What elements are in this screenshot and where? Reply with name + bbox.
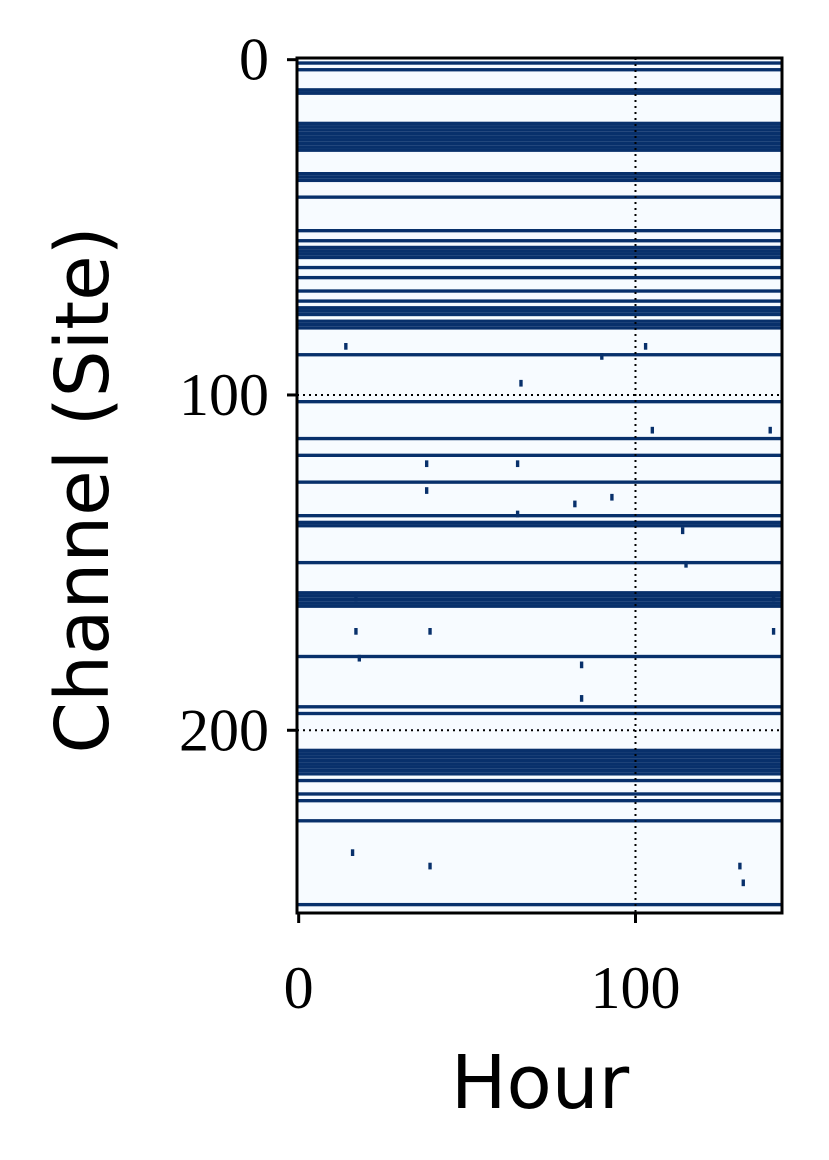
dark-row <box>297 148 782 152</box>
speckle <box>771 628 776 635</box>
heatmap-background <box>297 58 782 913</box>
speckle <box>600 353 604 360</box>
dark-row <box>297 245 782 250</box>
speckle <box>428 628 432 635</box>
dark-row <box>297 121 782 126</box>
speckle <box>643 343 648 350</box>
y-tick-label: 200 <box>179 697 269 763</box>
dark-row <box>297 604 782 608</box>
dark-row <box>297 755 782 759</box>
speckle <box>738 862 742 870</box>
dark-row <box>297 172 782 176</box>
dark-row <box>297 255 782 260</box>
dark-row <box>297 141 782 146</box>
dark-row <box>297 480 782 484</box>
dark-row <box>297 711 782 716</box>
dark-row <box>297 88 782 92</box>
dark-row <box>297 265 782 270</box>
dark-row <box>297 312 782 317</box>
speckle <box>424 460 429 468</box>
y-tick-label: 0 <box>239 27 269 93</box>
dark-row <box>297 597 782 602</box>
speckle <box>354 594 358 602</box>
dark-row <box>297 768 782 773</box>
dark-row <box>297 138 782 142</box>
dark-row <box>297 778 782 783</box>
dark-row <box>297 306 782 310</box>
dark-row <box>297 436 782 441</box>
dark-row <box>297 178 782 183</box>
dark-row <box>297 792 782 796</box>
dark-row <box>297 353 782 357</box>
dark-row <box>297 61 782 65</box>
speckle <box>579 695 584 702</box>
dark-row <box>297 520 782 525</box>
dark-row <box>297 758 782 763</box>
dark-row <box>297 195 782 199</box>
dark-row <box>297 560 782 565</box>
speckle <box>610 493 614 501</box>
speckle <box>579 661 584 669</box>
dark-row <box>297 453 782 457</box>
speckle <box>519 379 523 387</box>
dark-row <box>297 514 782 518</box>
x-tick-label: 100 <box>590 955 680 1021</box>
dark-row <box>297 400 782 404</box>
dark-row <box>297 128 782 132</box>
dark-row <box>297 819 782 823</box>
dark-row <box>297 299 782 303</box>
dark-row <box>297 591 782 595</box>
speckle <box>350 849 355 856</box>
dark-row <box>297 131 782 136</box>
dark-row <box>297 799 782 803</box>
speckle <box>573 500 577 508</box>
speckle <box>344 343 348 350</box>
dark-row <box>297 145 782 149</box>
dark-row <box>297 289 782 293</box>
speckle <box>650 426 655 434</box>
dark-row <box>297 91 782 95</box>
dark-row <box>297 68 782 72</box>
dark-row <box>297 902 782 907</box>
dark-row <box>297 275 782 280</box>
speckle <box>684 560 688 568</box>
dark-row <box>297 252 782 256</box>
speckle <box>741 879 745 887</box>
dark-row <box>297 229 782 233</box>
speckle <box>428 862 432 870</box>
plot-frame <box>295 56 784 915</box>
dark-row <box>297 309 782 313</box>
x-axis-label: Hour <box>451 1040 630 1126</box>
dark-row <box>297 654 782 659</box>
dark-row <box>297 524 782 528</box>
dark-row <box>297 594 782 598</box>
speckle <box>354 628 358 635</box>
speckle <box>680 527 685 535</box>
dark-row <box>297 748 782 753</box>
dark-row <box>297 125 782 129</box>
dark-row <box>297 319 782 323</box>
dark-row <box>297 322 782 327</box>
dark-row <box>297 249 782 253</box>
dark-row <box>297 762 782 766</box>
x-tick-label: 0 <box>284 955 314 1021</box>
dark-row <box>297 601 782 605</box>
dark-row <box>297 772 782 776</box>
speckle <box>515 460 520 468</box>
speckle <box>771 594 776 602</box>
dark-row <box>297 765 782 769</box>
speckle <box>515 510 520 518</box>
dark-row <box>297 239 782 243</box>
dark-row <box>297 326 782 330</box>
speckle <box>768 426 772 434</box>
dark-row <box>297 175 782 179</box>
speckle <box>357 654 361 662</box>
dark-row <box>297 135 782 139</box>
dark-row <box>297 705 782 709</box>
y-axis-label: Channel (Site) <box>40 226 126 753</box>
speckle <box>424 487 429 494</box>
y-tick-label: 100 <box>179 362 269 428</box>
dark-row <box>297 752 782 756</box>
